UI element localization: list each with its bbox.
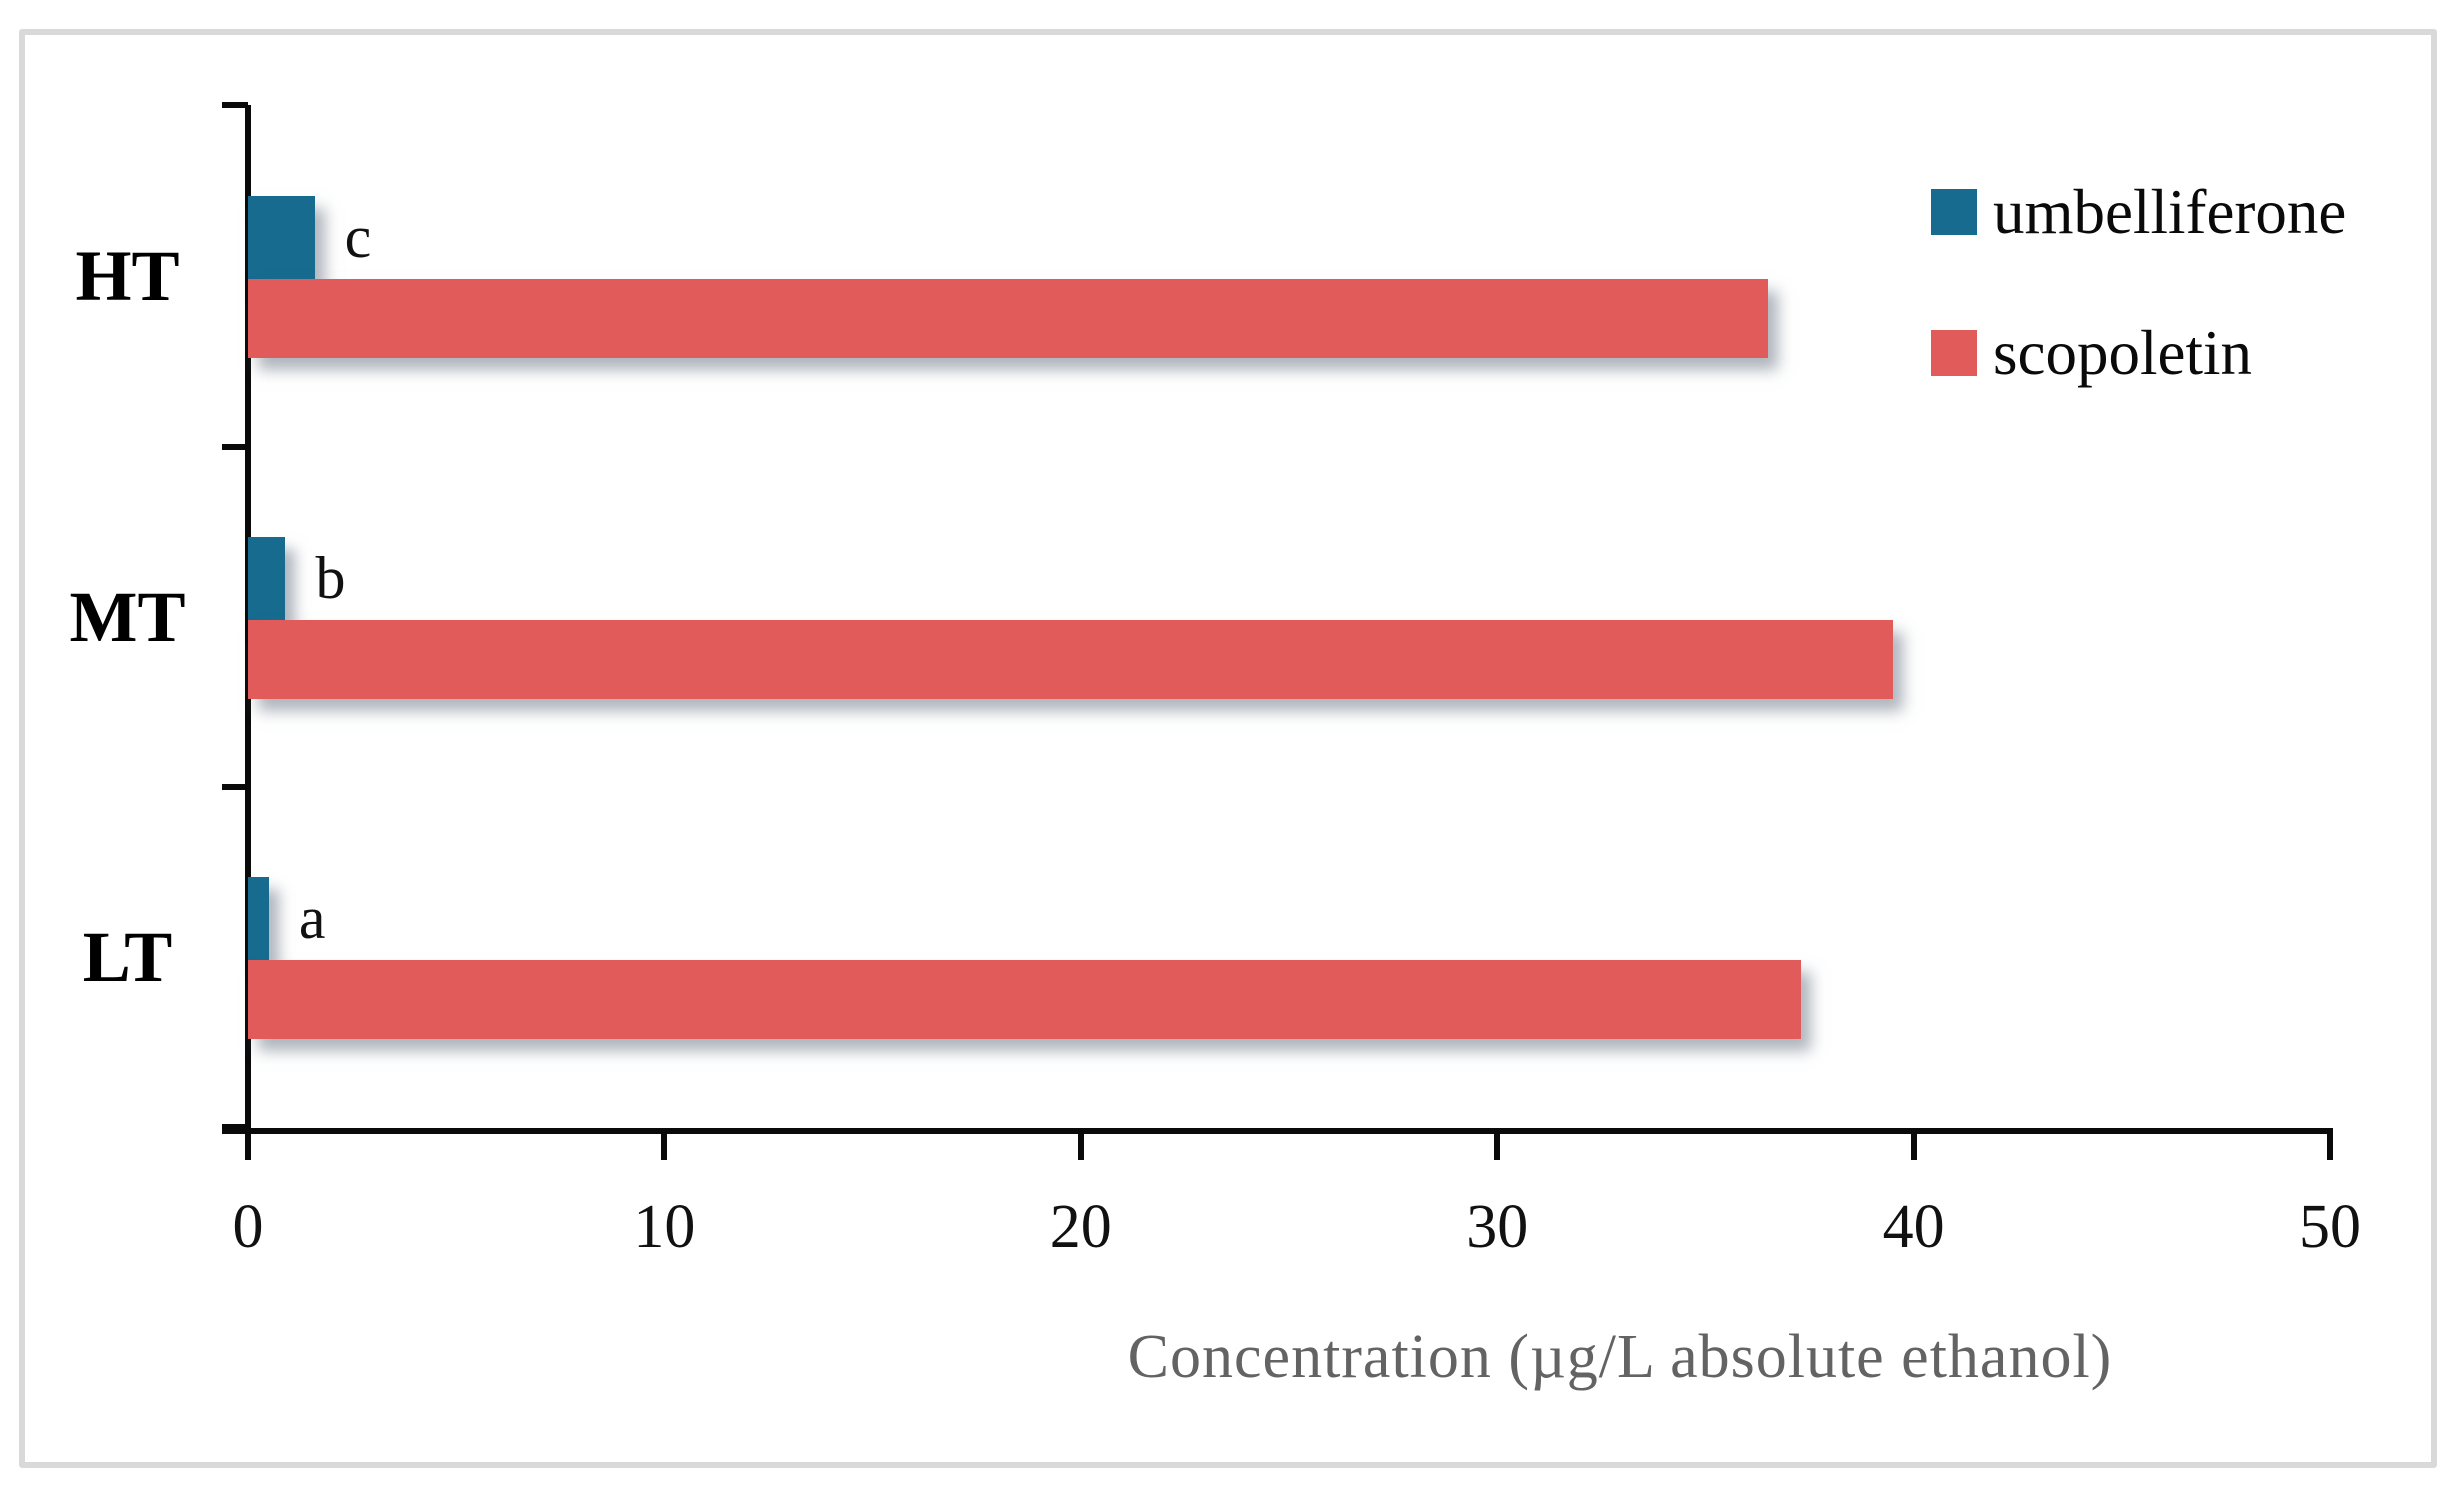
x-axis-tick [661,1134,668,1160]
bar-umbelliferone-MT [248,537,286,620]
category-label-LT: LT [82,917,173,997]
bar-scopoletin-HT [248,279,1768,358]
x-axis-tick-label: 20 [1049,1193,1112,1261]
legend-label-scopoletin: scopoletin [1993,317,2252,388]
legend-swatch-umbelliferone-icon [1931,189,1977,235]
x-axis-tick-label: 0 [232,1193,264,1261]
significance-letter-HT: c [344,204,372,270]
x-axis-title: Concentration (µg/L absolute ethanol) [1127,1323,2113,1391]
y-axis-tick [222,784,248,790]
x-axis-tick [245,1134,251,1160]
x-axis-line [222,1128,2333,1134]
bar-umbelliferone-HT [248,196,315,279]
bar-scopoletin-LT [248,960,1802,1039]
category-label-HT: HT [75,236,180,316]
bar-scopoletin-MT [248,620,1893,699]
legend-item-umbelliferone: umbelliferone [1931,180,2346,243]
x-axis-tick [1077,1134,1084,1160]
x-axis-tick-label: 40 [1882,1193,1945,1261]
legend-swatch-scopoletin-icon [1931,330,1977,376]
legend-item-scopoletin: scopoletin [1931,321,2346,384]
y-axis-tick [222,444,248,450]
x-axis-tick-label: 10 [633,1193,696,1261]
significance-letter-LT: a [298,885,326,951]
x-axis-tick [2327,1134,2333,1160]
x-axis-tick [1494,1134,1501,1160]
x-axis-tick [1910,1134,1917,1160]
legend-label-umbelliferone: umbelliferone [1993,176,2347,247]
figure-border [19,29,2437,1468]
y-axis-tick [222,1124,248,1130]
x-axis-tick-label: 30 [1466,1193,1529,1261]
category-label-MT: MT [69,577,186,657]
x-axis-tick-label: 50 [2299,1193,2361,1261]
y-axis-tick [222,102,248,108]
significance-letter-MT: b [315,545,346,611]
bar-umbelliferone-LT [248,877,269,960]
legend: umbelliferone scopoletin [1931,180,2346,468]
